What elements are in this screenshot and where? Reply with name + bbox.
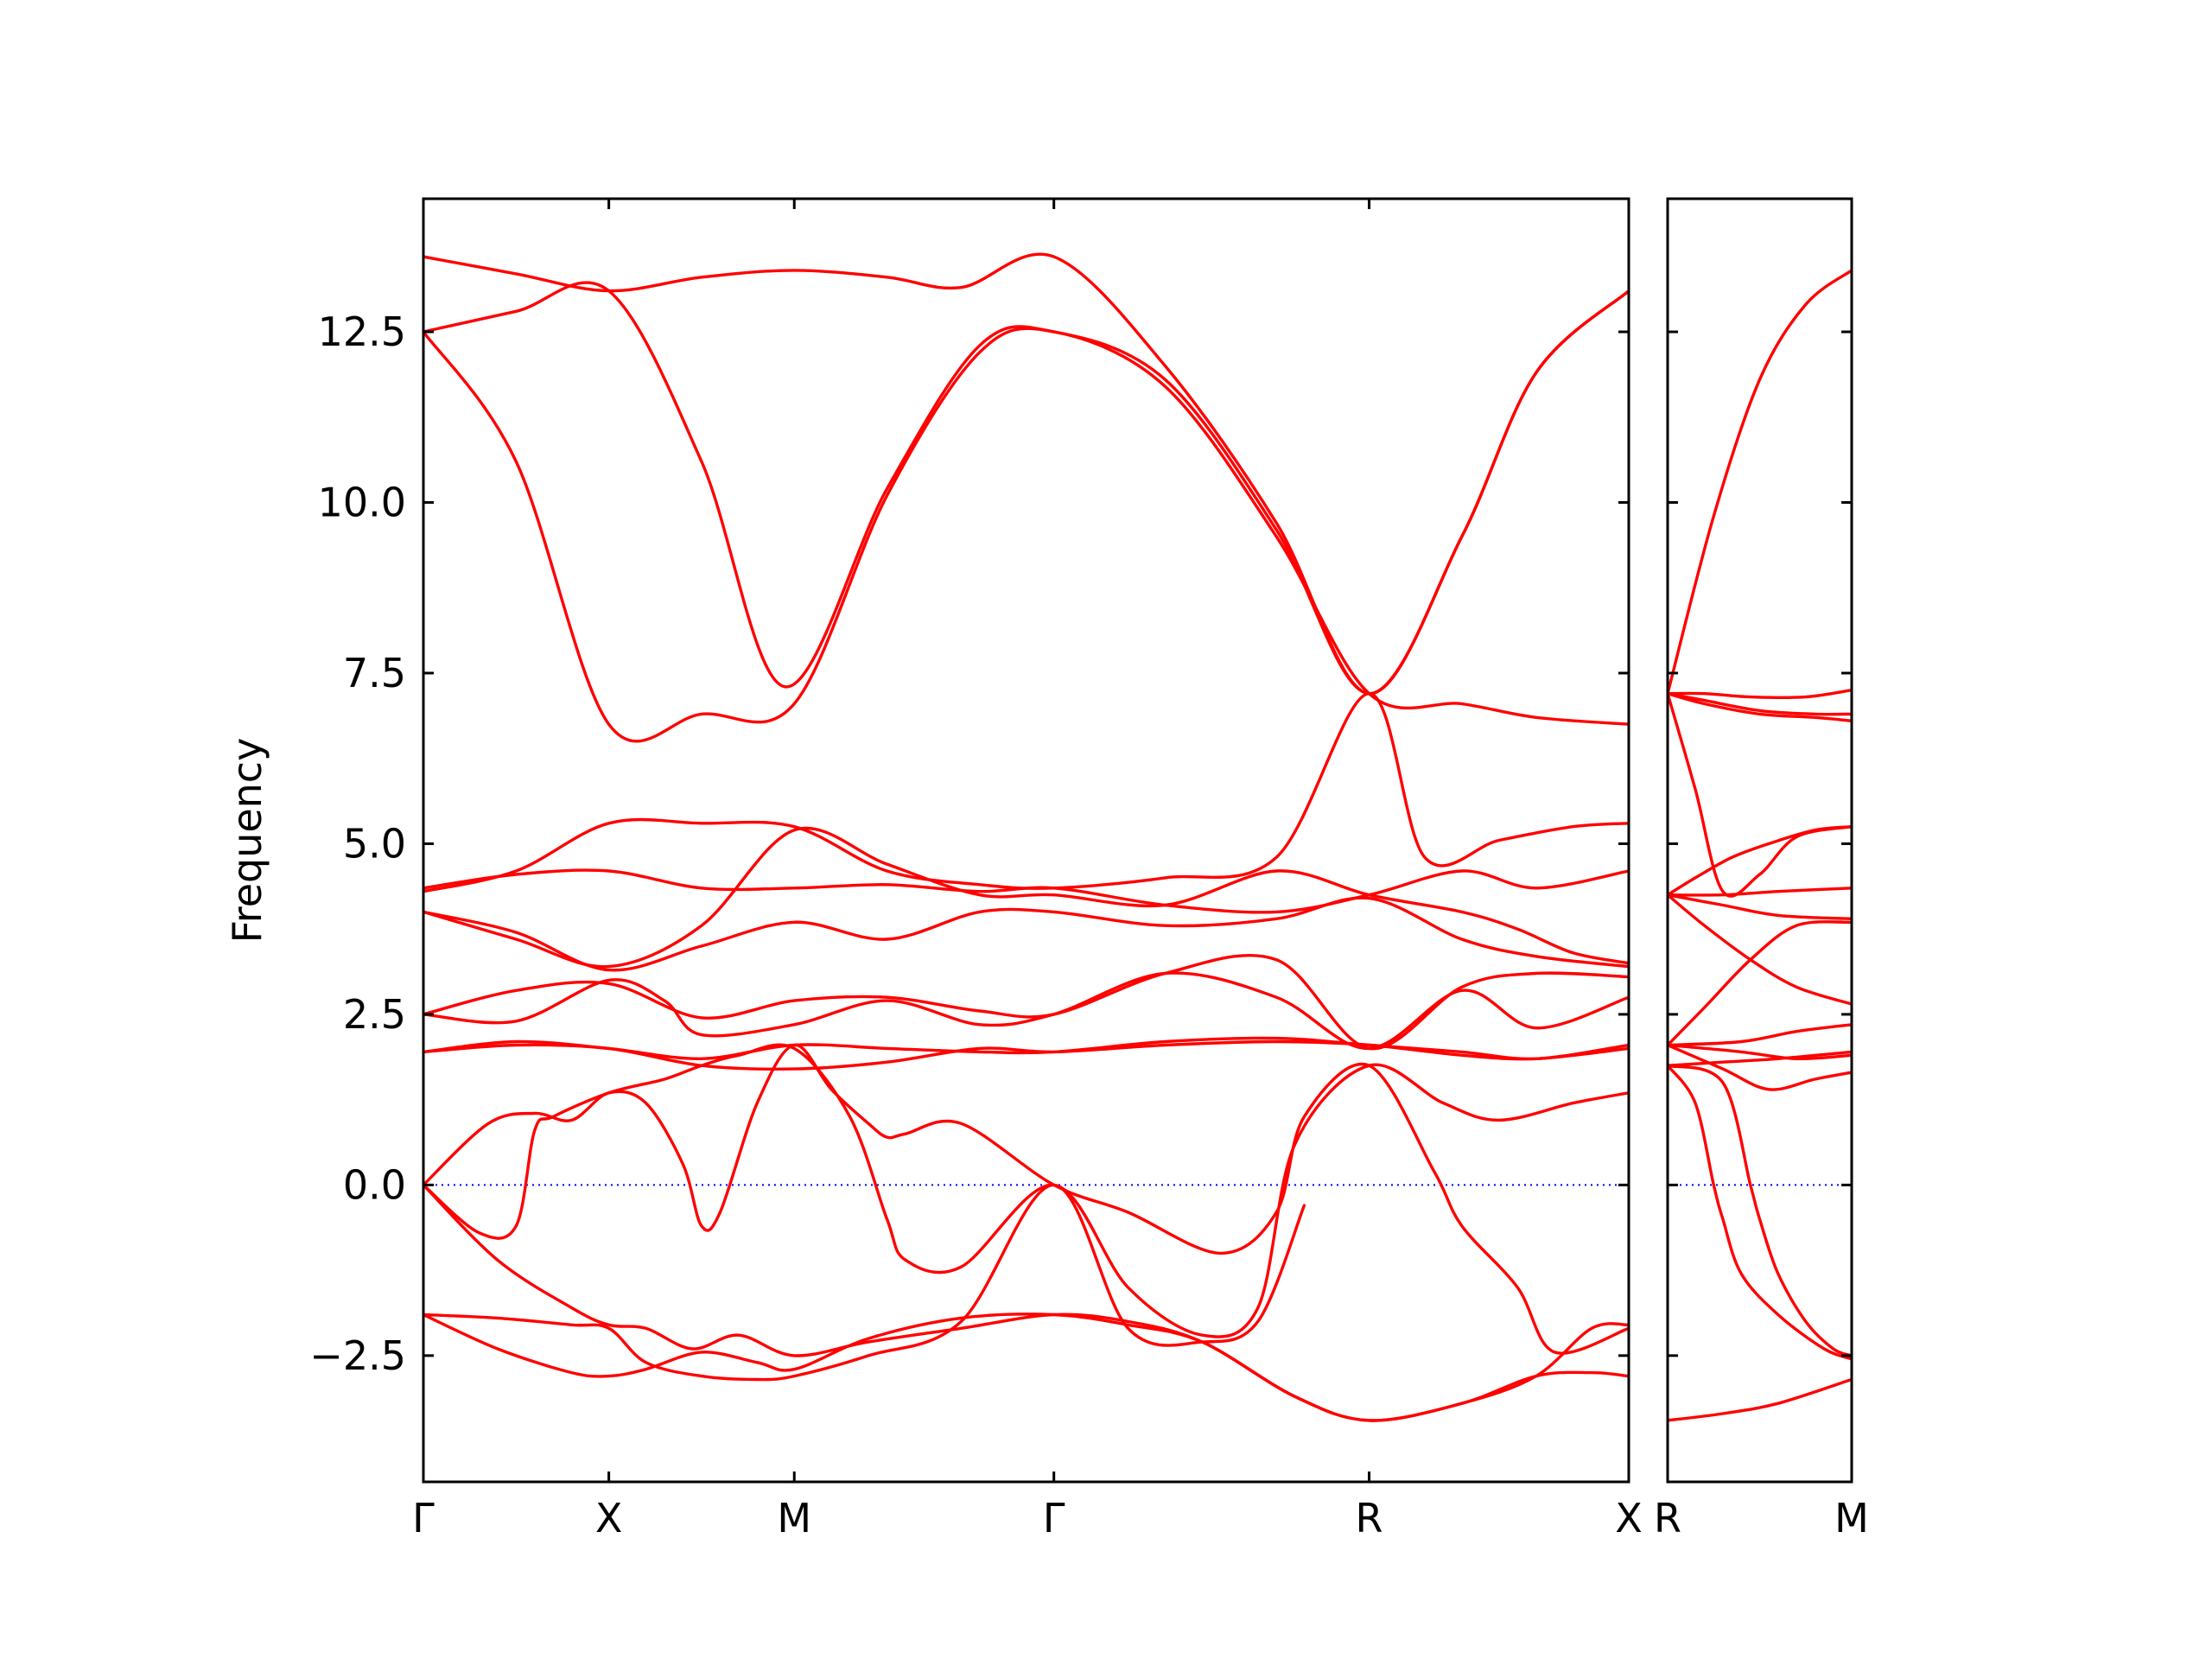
phonon-branch-2 xyxy=(423,281,1629,696)
phonon-branch-4 xyxy=(423,692,1629,893)
x-tick-label: R xyxy=(1654,1495,1681,1541)
phonon-branch-7 xyxy=(1668,887,1852,897)
phonon-branch-9 xyxy=(423,971,1629,1051)
phonon-branch-6 xyxy=(423,826,1629,969)
plot-frame xyxy=(422,197,1630,1484)
phonon-branch-5 xyxy=(1668,692,1852,898)
phonon-branch-11 xyxy=(423,1039,1629,1071)
phonon-branch-14 xyxy=(423,1183,1629,1422)
phonon-branch-13 xyxy=(423,1043,1629,1338)
phonon-branch-11 xyxy=(1668,1023,1852,1047)
phonon-branch-16 xyxy=(1668,1064,1852,1357)
phonon-branch-1 xyxy=(1668,269,1852,696)
x-tick-label: M xyxy=(777,1495,811,1541)
phonon-branch-14 xyxy=(1668,1050,1852,1067)
y-tick-label: 7.5 xyxy=(343,650,406,696)
phonon-branch-2 xyxy=(1668,689,1852,700)
band-lines xyxy=(1668,269,1852,1422)
y-tick-label: 2.5 xyxy=(343,991,406,1038)
x-tick-label: X xyxy=(595,1495,623,1541)
x-tick-label: M xyxy=(1834,1495,1869,1541)
phonon-branch-5 xyxy=(423,868,1629,914)
phonon-branch-8 xyxy=(1668,893,1852,920)
phonon-branch-12 xyxy=(1668,1043,1852,1091)
phonon-branch-3 xyxy=(423,327,1629,743)
x-tick-label: Γ xyxy=(412,1495,435,1541)
phonon-branch-3 xyxy=(1668,692,1852,716)
phonon-branch-13 xyxy=(1668,1043,1852,1061)
x-tick-label: R xyxy=(1356,1495,1383,1541)
phonon-branch-4 xyxy=(1668,692,1852,722)
y-tick-label: −2.5 xyxy=(309,1332,406,1379)
y-tick-label: 5.0 xyxy=(343,820,406,867)
band-lines xyxy=(423,252,1629,1422)
y-tick-label: 10.0 xyxy=(318,480,406,526)
phonon-branch-1 xyxy=(423,252,1629,696)
phonon-branch-6 xyxy=(1668,825,1852,897)
y-axis-label: Frequency xyxy=(224,738,270,944)
phonon-branch-17 xyxy=(1668,1377,1852,1422)
band-panel-main: −2.5 0.0 2.5 5.0 7.5 10.0 12.5 Γ X M Γ R X xyxy=(309,197,1643,1541)
y-tick-label: 12.5 xyxy=(318,308,406,355)
x-tick-label: Γ xyxy=(1043,1495,1065,1541)
phonon-branch-15 xyxy=(423,1313,1629,1422)
phonon-branch-7 xyxy=(423,896,1629,972)
phonon-branch-10 xyxy=(1668,920,1852,1047)
phonon-branch-16 xyxy=(423,1183,1306,1382)
plot-frame xyxy=(1666,197,1853,1484)
y-tick-label: 0.0 xyxy=(343,1161,406,1208)
x-tick-label: X xyxy=(1615,1495,1643,1541)
phonon-branch-12 xyxy=(423,1043,1629,1355)
phonon-branch-15 xyxy=(1668,1064,1852,1361)
